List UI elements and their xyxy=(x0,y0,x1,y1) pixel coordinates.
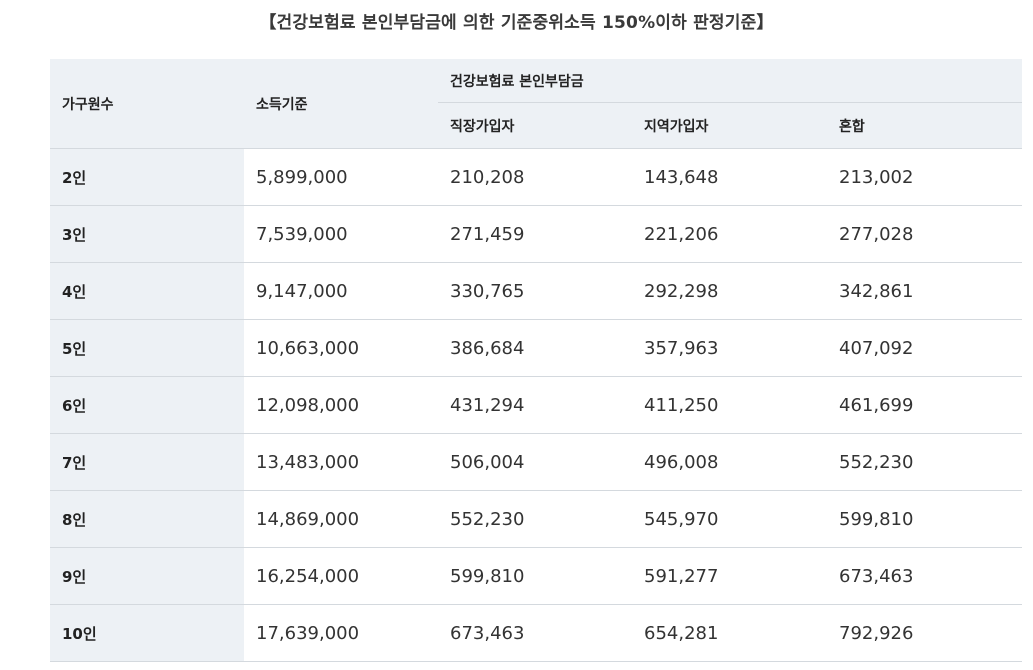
mixed-premium-cell: 552,230 xyxy=(827,433,1022,491)
employee-premium-cell: 599,810 xyxy=(438,547,632,605)
employee-premium-cell: 552,230 xyxy=(438,490,632,548)
household-cell: 6인 xyxy=(50,376,244,434)
income-cell: 10,663,000 xyxy=(244,319,438,377)
household-cell: 8인 xyxy=(50,490,244,548)
regional-premium-cell: 411,250 xyxy=(632,376,827,434)
mixed-premium-cell: 342,861 xyxy=(827,262,1022,320)
mixed-premium-cell: 407,092 xyxy=(827,319,1022,377)
header-household: 가구원수 xyxy=(50,59,244,149)
mixed-premium-cell: 461,699 xyxy=(827,376,1022,434)
employee-premium-cell: 210,208 xyxy=(438,148,632,206)
income-cell: 9,147,000 xyxy=(244,262,438,320)
table-row: 8인 14,869,000 552,230 545,970 599,810 xyxy=(50,490,1022,548)
regional-premium-cell: 221,206 xyxy=(632,205,827,263)
employee-premium-cell: 431,294 xyxy=(438,376,632,434)
table-body: 2인 5,899,000 210,208 143,648 213,002 3인 7,539,… xyxy=(50,148,1022,662)
regional-premium-cell: 496,008 xyxy=(632,433,827,491)
table-header: 가구원수 소득기준 건강보험료 본인부담금 직장가입자 지역가입자 혼합 xyxy=(50,59,1022,149)
regional-premium-cell: 591,277 xyxy=(632,547,827,605)
table-row: 6인 12,098,000 431,294 411,250 461,699 xyxy=(50,376,1022,434)
table-row: 9인 16,254,000 599,810 591,277 673,463 xyxy=(50,547,1022,605)
regional-premium-cell: 545,970 xyxy=(632,490,827,548)
income-cell: 17,639,000 xyxy=(244,604,438,662)
household-cell: 10인 xyxy=(50,604,244,662)
regional-premium-cell: 357,963 xyxy=(632,319,827,377)
household-cell: 5인 xyxy=(50,319,244,377)
header-premium-group: 건강보험료 본인부담금 xyxy=(438,59,1022,103)
household-cell: 9인 xyxy=(50,547,244,605)
income-cell: 14,869,000 xyxy=(244,490,438,548)
header-regional: 지역가입자 xyxy=(632,102,827,149)
regional-premium-cell: 654,281 xyxy=(632,604,827,662)
header-employee: 직장가입자 xyxy=(438,102,632,149)
mixed-premium-cell: 213,002 xyxy=(827,148,1022,206)
employee-premium-cell: 673,463 xyxy=(438,604,632,662)
employee-premium-cell: 330,765 xyxy=(438,262,632,320)
household-cell: 7인 xyxy=(50,433,244,491)
regional-premium-cell: 292,298 xyxy=(632,262,827,320)
header-income: 소득기준 xyxy=(244,59,438,149)
income-cell: 5,899,000 xyxy=(244,148,438,206)
table-row: 4인 9,147,000 330,765 292,298 342,861 xyxy=(50,262,1022,320)
regional-premium-cell: 143,648 xyxy=(632,148,827,206)
household-cell: 2인 xyxy=(50,148,244,206)
page-title: 【건강보험료 본인부담금에 의한 기준중위소득 150%이하 판정기준】 xyxy=(259,13,774,33)
employee-premium-cell: 386,684 xyxy=(438,319,632,377)
header-mixed: 혼합 xyxy=(827,102,1022,149)
table-row: 2인 5,899,000 210,208 143,648 213,002 xyxy=(50,148,1022,206)
mixed-premium-cell: 277,028 xyxy=(827,205,1022,263)
table-row: 10인 17,639,000 673,463 654,281 792,926 xyxy=(50,604,1022,662)
income-cell: 13,483,000 xyxy=(244,433,438,491)
table-row: 5인 10,663,000 386,684 357,963 407,092 xyxy=(50,319,1022,377)
household-cell: 3인 xyxy=(50,205,244,263)
income-criteria-table: 가구원수 소득기준 건강보험료 본인부담금 직장가입자 지역가입자 혼합 2인 5… xyxy=(50,59,1022,662)
employee-premium-cell: 506,004 xyxy=(438,433,632,491)
income-cell: 12,098,000 xyxy=(244,376,438,434)
table-row: 7인 13,483,000 506,004 496,008 552,230 xyxy=(50,433,1022,491)
mixed-premium-cell: 599,810 xyxy=(827,490,1022,548)
income-cell: 16,254,000 xyxy=(244,547,438,605)
employee-premium-cell: 271,459 xyxy=(438,205,632,263)
income-cell: 7,539,000 xyxy=(244,205,438,263)
household-cell: 4인 xyxy=(50,262,244,320)
mixed-premium-cell: 792,926 xyxy=(827,604,1022,662)
table-row: 3인 7,539,000 271,459 221,206 277,028 xyxy=(50,205,1022,263)
mixed-premium-cell: 673,463 xyxy=(827,547,1022,605)
